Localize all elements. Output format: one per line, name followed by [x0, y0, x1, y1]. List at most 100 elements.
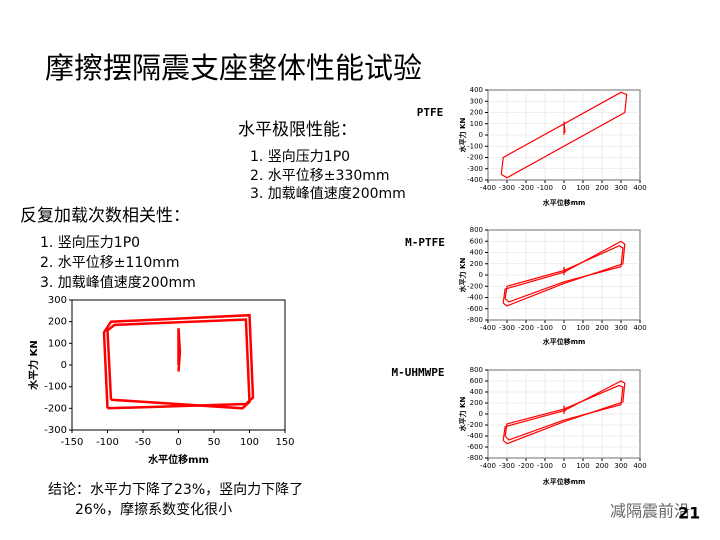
y-tick-label: 200 [470, 109, 483, 117]
x-tick-label: -400 [480, 184, 496, 192]
y-tick-label: 800 [470, 226, 483, 234]
hysteresis-loop [500, 91, 628, 179]
hysteresis-loop [177, 328, 182, 372]
x-axis-label: 水平位移mm [147, 453, 209, 466]
x-tick-label: 200 [595, 324, 608, 332]
x-tick-label: 0 [562, 324, 566, 332]
x-tick-label: -400 [480, 462, 496, 470]
x-axis-label: 水平位移mm [543, 337, 586, 346]
y-tick-label: -800 [467, 454, 483, 462]
x-tick-label: -100 [537, 324, 553, 332]
x-tick-label: -200 [518, 324, 534, 332]
x-tick-label: 100 [576, 462, 589, 470]
y-tick-label: -300 [467, 165, 483, 173]
y-tick-label: 100 [48, 338, 67, 349]
x-tick-label: 400 [633, 184, 646, 192]
section-item: 2. 水平位移±330mm [250, 168, 390, 184]
y-tick-label: 400 [470, 86, 483, 94]
x-tick-label: 200 [595, 462, 608, 470]
x-tick-label: -100 [537, 184, 553, 192]
x-tick-label: 300 [614, 184, 627, 192]
y-axis-label: 水平力 KN [458, 397, 467, 432]
x-tick-label: -200 [518, 184, 534, 192]
x-tick-label: 0 [175, 437, 181, 448]
x-tick-label: -200 [518, 462, 534, 470]
x-tick-label: -300 [499, 324, 515, 332]
y-tick-label: -100 [44, 382, 67, 393]
y-tick-label: 400 [470, 388, 483, 396]
hysteresis-loop [502, 380, 626, 445]
x-tick-label: 200 [595, 184, 608, 192]
chart-label: M-PTFE [405, 236, 445, 249]
section-item: 1. 竖向压力1P0 [40, 235, 140, 251]
x-tick-label: 100 [576, 184, 589, 192]
y-tick-label: -300 [44, 425, 67, 436]
x-tick-label: -300 [499, 184, 515, 192]
y-tick-label: -400 [467, 432, 483, 440]
y-tick-label: 300 [470, 97, 483, 105]
x-tick-label: 50 [208, 437, 221, 448]
y-tick-label: 400 [470, 249, 483, 257]
y-tick-label: 200 [470, 260, 483, 268]
conclusion: 结论：水平力下降了23%，竖向力下降了 [48, 482, 303, 498]
y-tick-label: 800 [470, 366, 483, 374]
y-tick-label: -200 [44, 403, 67, 414]
y-tick-label: 0 [61, 360, 67, 371]
y-tick-label: 300 [48, 295, 67, 306]
x-tick-label: 0 [562, 462, 566, 470]
x-tick-label: 150 [275, 437, 294, 448]
x-tick-label: 300 [614, 324, 627, 332]
hysteresis-loop [504, 245, 624, 303]
y-tick-label: -400 [467, 294, 483, 302]
section-item: 3. 加载峰值速度200mm [250, 186, 406, 202]
chart-label: PTFE [417, 106, 444, 119]
hysteresis-loop [504, 384, 624, 441]
y-tick-label: -200 [467, 154, 483, 162]
y-tick-label: -200 [467, 421, 483, 429]
y-tick-label: 200 [470, 399, 483, 407]
page-number: 21 [678, 504, 700, 523]
y-axis-label: 水平力 KN [27, 340, 40, 391]
x-tick-label: -400 [480, 324, 496, 332]
x-axis-label: 水平位移mm [543, 477, 586, 486]
y-tick-label: 100 [470, 120, 483, 128]
section-item: 1. 竖向压力1P0 [250, 149, 350, 165]
watermark: 减隔震前沿 [610, 502, 690, 521]
slide-title: 摩擦摆隔震支座整体性能试验 [45, 51, 422, 85]
hysteresis-loop [563, 121, 566, 135]
x-tick-label: -50 [135, 437, 151, 448]
x-tick-label: -100 [96, 437, 119, 448]
y-axis-label: 水平力 KN [458, 118, 467, 153]
section-item: 3. 加载峰值速度200mm [40, 275, 196, 291]
x-tick-label: 0 [562, 184, 566, 192]
hysteresis-loop [502, 240, 626, 307]
y-tick-label: -100 [467, 142, 483, 150]
y-tick-label: -200 [467, 282, 483, 290]
hysteresis-loop [563, 405, 566, 414]
y-tick-label: -400 [467, 176, 483, 184]
conclusion: 26%，摩擦系数变化很小 [75, 501, 232, 518]
y-tick-label: 600 [470, 237, 483, 245]
x-tick-label: 300 [614, 462, 627, 470]
hysteresis-loop [563, 266, 566, 275]
x-tick-label: 400 [633, 324, 646, 332]
x-tick-label: 100 [240, 437, 259, 448]
y-tick-label: -600 [467, 305, 483, 313]
x-tick-label: 400 [633, 462, 646, 470]
y-tick-label: -800 [467, 316, 483, 324]
y-tick-label: 200 [48, 317, 67, 328]
x-tick-label: -100 [537, 462, 553, 470]
x-tick-label: 100 [576, 324, 589, 332]
x-tick-label: -300 [499, 462, 515, 470]
y-tick-label: 0 [479, 410, 483, 418]
y-axis-label: 水平力 KN [458, 258, 467, 293]
x-axis-label: 水平位移mm [543, 198, 586, 207]
y-tick-label: 0 [479, 131, 483, 139]
hysteresis-loop [106, 318, 251, 410]
section-item: 2. 水平位移±110mm [40, 255, 180, 271]
y-tick-label: 600 [470, 377, 483, 385]
y-tick-label: 0 [479, 271, 483, 279]
x-tick-label: -150 [61, 437, 84, 448]
section-heading: 水平极限性能： [238, 120, 357, 140]
